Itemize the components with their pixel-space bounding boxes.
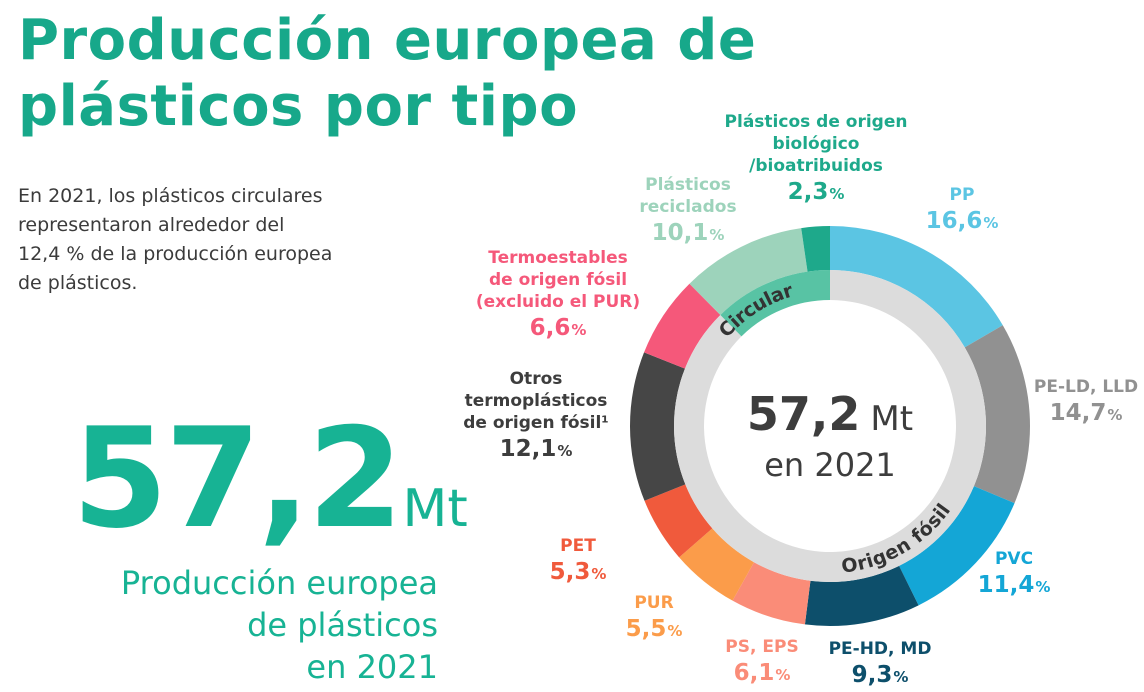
slice-3 bbox=[899, 486, 1015, 606]
slice-label-value: 12,1% bbox=[499, 436, 573, 462]
slice-label-text: PP bbox=[949, 185, 975, 205]
big-caption-line: Producción europea bbox=[120, 564, 438, 602]
slice-label-text: biológico bbox=[772, 134, 860, 154]
slice-2 bbox=[964, 325, 1030, 504]
intro-line: representaron alrededor del bbox=[18, 214, 285, 236]
slice-11 bbox=[801, 226, 830, 272]
slice-label-value: 6,1% bbox=[733, 660, 791, 686]
slice-label-4: PE-HD, MD 9,3% bbox=[829, 638, 932, 692]
slice-1 bbox=[830, 226, 1003, 348]
slice-label-2: PE-LD, LLD 14,7% bbox=[1034, 376, 1138, 430]
slice-label-text: Otros bbox=[509, 369, 563, 389]
slice-6 bbox=[679, 528, 754, 601]
slice-5 bbox=[732, 562, 811, 625]
slice-label-text: PET bbox=[560, 536, 596, 556]
title-line-2: plásticos por tipo bbox=[18, 74, 579, 139]
slice-label-text: PE-HD, MD bbox=[828, 639, 932, 659]
slice-7 bbox=[644, 484, 713, 558]
slice-label-11: Plásticos de origen biológico/bioatribuid… bbox=[725, 111, 908, 209]
big-caption-line: de plásticos bbox=[247, 606, 438, 644]
slice-8 bbox=[630, 352, 686, 501]
slice-label-value: 16,6% bbox=[925, 208, 999, 234]
slice-label-value: 2,3% bbox=[787, 179, 845, 205]
slice-label-text: PS, EPS bbox=[725, 637, 799, 657]
slice-label-value: 5,3% bbox=[549, 559, 607, 585]
slice-label-5: PS, EPS 6,1% bbox=[725, 636, 798, 690]
slice-label-9: Termoestables de origen fósil (excluido el… bbox=[476, 247, 640, 345]
slice-label-text: termoplásticos bbox=[464, 391, 608, 411]
intro-text: En 2021, los plásticos circulares repres… bbox=[18, 182, 378, 298]
slice-label-text: de origen fósil bbox=[488, 270, 628, 290]
slice-9 bbox=[644, 283, 721, 369]
intro-line: En 2021, los plásticos circulares bbox=[18, 185, 323, 207]
center-year: en 2021 bbox=[764, 446, 896, 484]
slice-label-text: (excluido el PUR) bbox=[475, 292, 641, 312]
slice-4 bbox=[804, 565, 919, 626]
slice-label-6: PUR 5,5% bbox=[626, 592, 683, 646]
ring-circular bbox=[720, 270, 830, 337]
slice-label-text: Plásticos de origen bbox=[724, 112, 908, 132]
slice-label-value: 14,7% bbox=[1049, 400, 1123, 426]
slice-10 bbox=[689, 228, 808, 316]
slice-label-text: reciclados bbox=[639, 197, 737, 217]
big-figure: 57,2Mt bbox=[72, 410, 468, 548]
slice-label-text: PUR bbox=[634, 593, 674, 613]
slice-label-value: 11,4% bbox=[977, 572, 1051, 598]
slice-label-text: Termoestables bbox=[488, 248, 628, 268]
big-unit: Mt bbox=[402, 479, 468, 539]
slice-label-1: PP 16,6% bbox=[926, 184, 999, 238]
page-title: Producción europea de plásticos por tipo bbox=[18, 8, 756, 140]
slice-label-text: /bioatribuidos bbox=[749, 156, 883, 176]
slice-label-text: de origen fósil¹ bbox=[463, 413, 609, 433]
slice-label-7: PET 5,3% bbox=[550, 535, 607, 589]
big-caption: Producción europea de plásticos en 2021 bbox=[60, 562, 438, 688]
slice-label-value: 9,3% bbox=[851, 662, 909, 688]
slice-label-3: PVC 11,4% bbox=[978, 548, 1051, 602]
big-caption-line: en 2021 bbox=[306, 648, 438, 686]
intro-line: de plásticos. bbox=[18, 272, 138, 294]
slice-label-value: 5,5% bbox=[625, 616, 683, 642]
intro-line: 12,4 % de la producción europea bbox=[18, 243, 333, 265]
slice-label-text: PVC bbox=[994, 549, 1034, 569]
center-total: 57,2 Mt bbox=[747, 387, 913, 441]
slice-label-text: PE-LD, LLD bbox=[1033, 377, 1139, 397]
slice-label-value: 10,1% bbox=[651, 220, 725, 246]
slice-label-10: Plásticos reciclados 10,1% bbox=[639, 174, 736, 250]
big-number: 57,2 bbox=[72, 398, 403, 559]
title-line-1: Producción europea de bbox=[18, 8, 757, 73]
slice-label-8: Otros termoplásticos de origen fósil¹ 12,1% bbox=[463, 368, 609, 466]
slice-label-value: 6,6% bbox=[529, 315, 587, 341]
slice-label-text: Plásticos bbox=[645, 175, 731, 195]
